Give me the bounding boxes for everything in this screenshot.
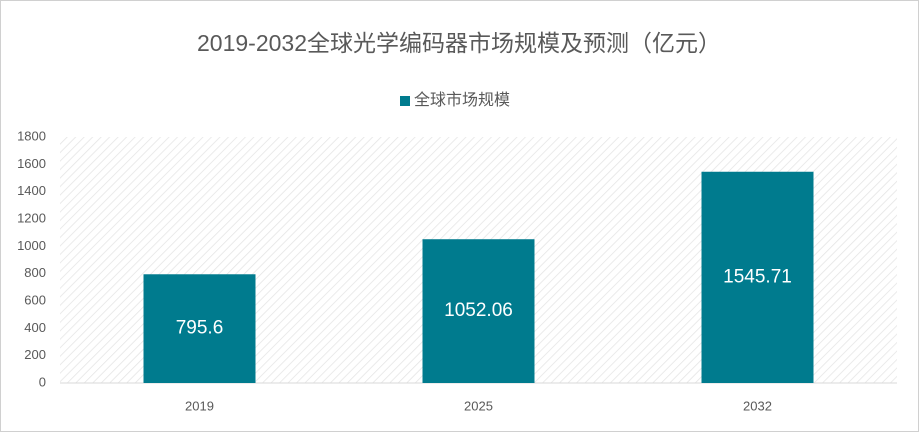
y-tick-label: 800 (24, 265, 46, 280)
chart-title: 2019-2032全球光学编码器市场规模及预测（亿元） (197, 30, 721, 56)
y-tick-label: 1000 (17, 238, 46, 253)
y-tick-label: 200 (24, 347, 46, 362)
bar (422, 239, 535, 383)
y-tick-label: 0 (39, 374, 46, 389)
y-tick-label: 1800 (17, 128, 46, 143)
legend-swatch (400, 96, 410, 106)
data-label: 1052.06 (444, 300, 513, 321)
x-tick-label: 2019 (185, 398, 214, 413)
y-tick-label: 1200 (17, 210, 46, 225)
bar (701, 171, 814, 383)
y-tick-label: 400 (24, 320, 46, 335)
data-label: 1545.71 (723, 266, 792, 287)
y-tick-label: 1600 (17, 156, 46, 171)
bar (143, 274, 256, 383)
x-tick-label: 2025 (464, 398, 493, 413)
x-tick-label: 2032 (743, 398, 772, 413)
legend-label: 全球市场规模 (414, 91, 510, 109)
data-label: 795.6 (176, 318, 224, 339)
y-tick-label: 1400 (17, 183, 46, 198)
y-tick-label: 600 (24, 292, 46, 307)
